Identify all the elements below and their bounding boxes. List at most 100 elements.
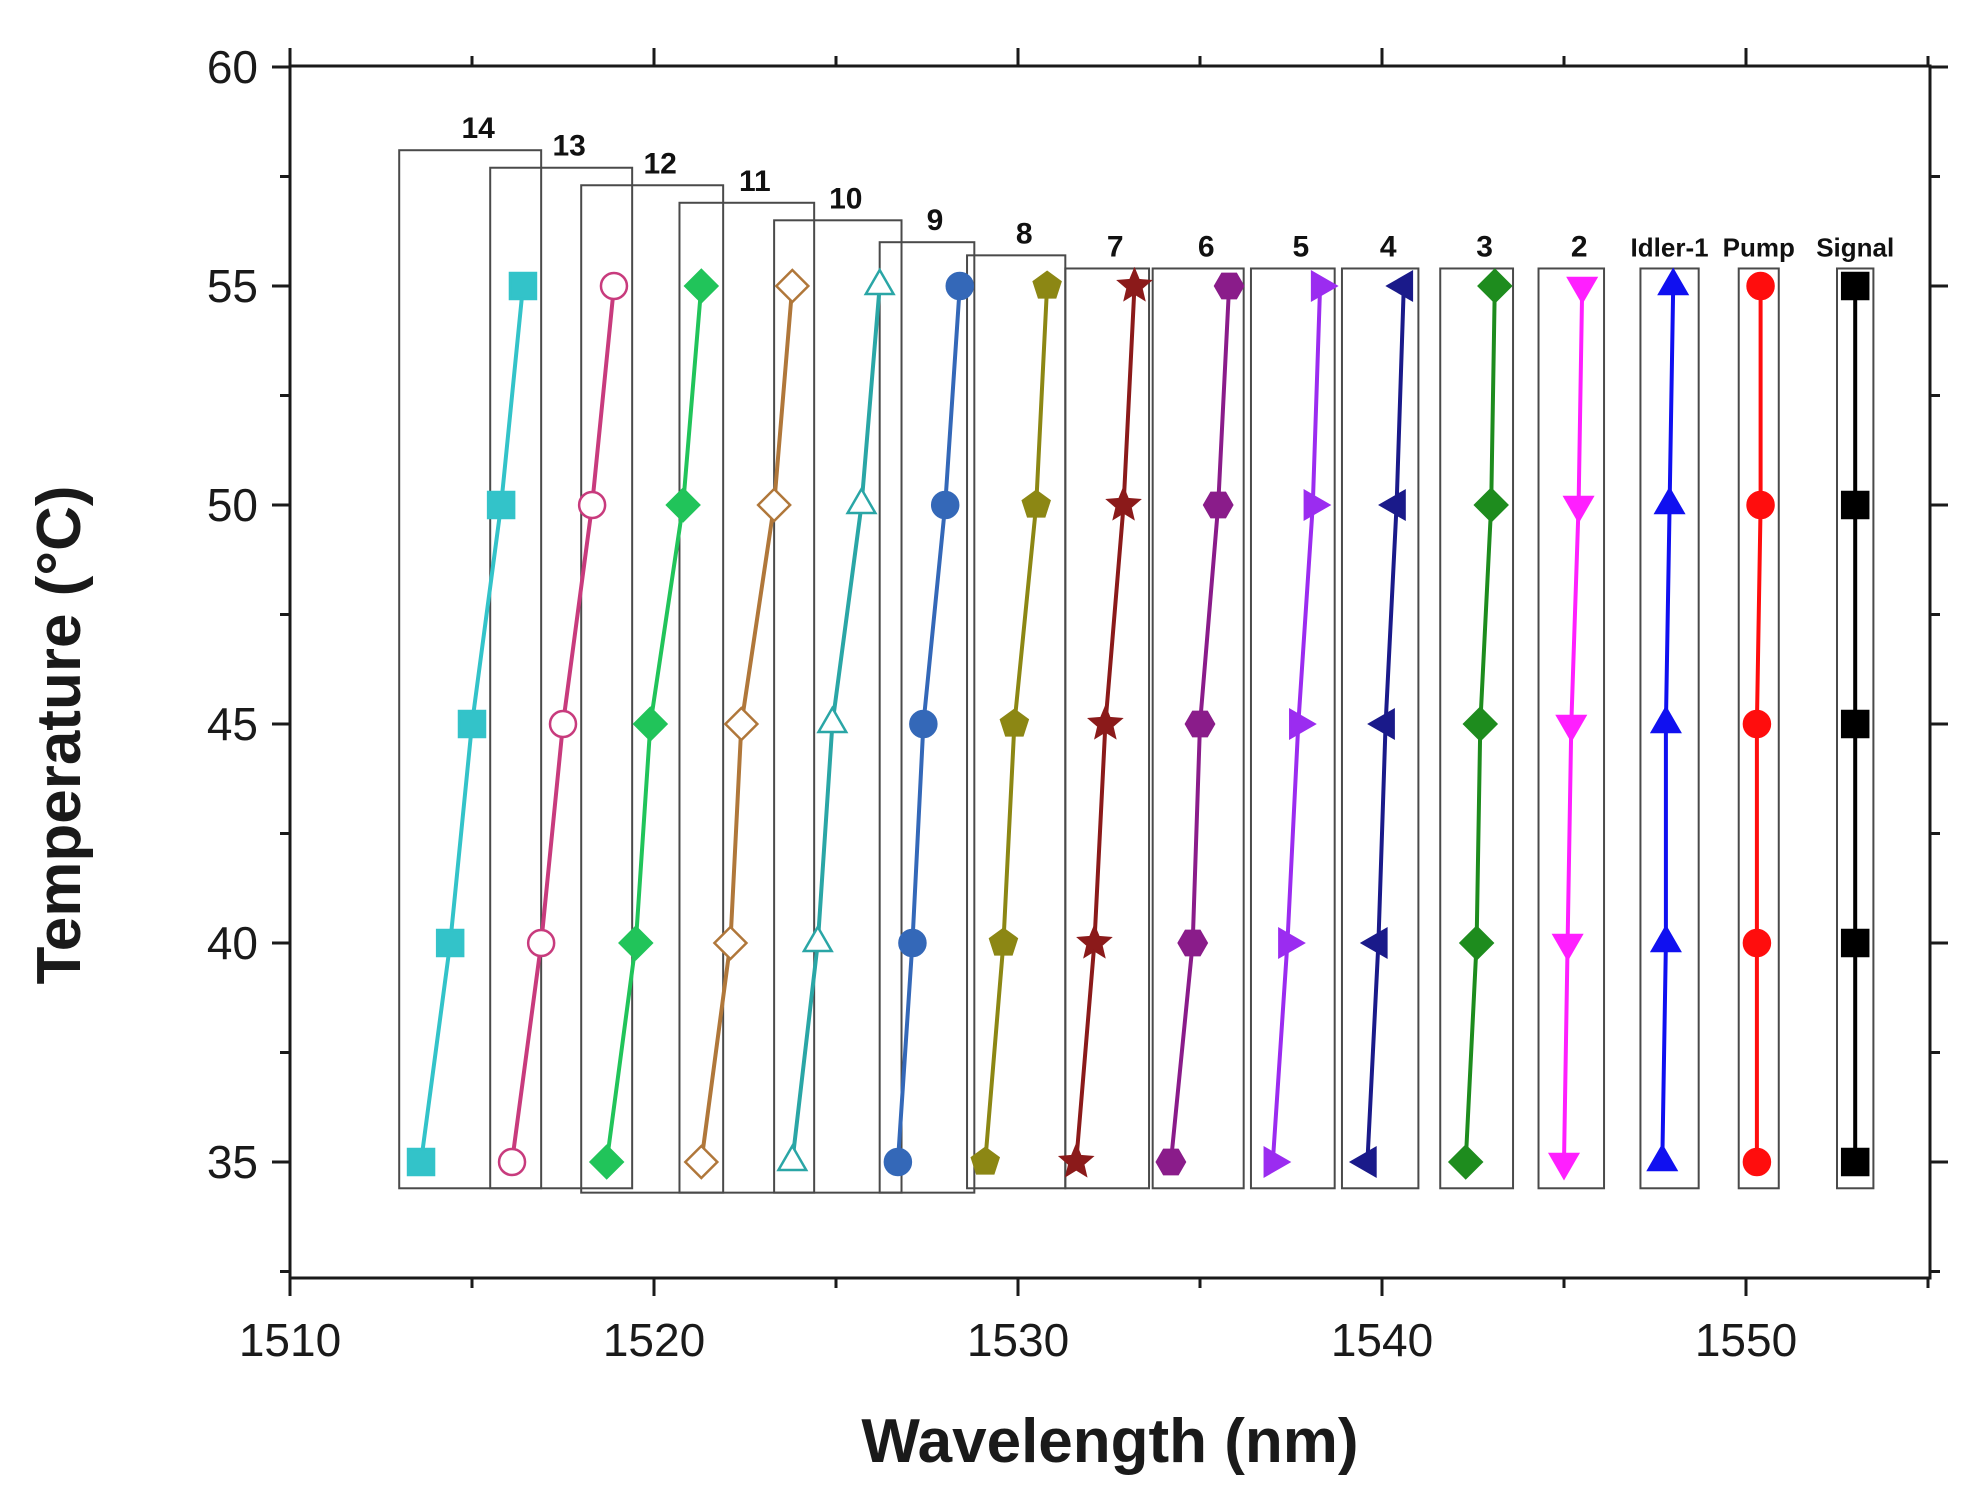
data-point	[776, 1143, 809, 1172]
data-point	[1303, 488, 1332, 522]
group-label: 12	[643, 147, 676, 180]
data-point	[1213, 272, 1245, 300]
marker-diamond	[618, 925, 654, 961]
data-point	[909, 709, 938, 739]
group-box	[1439, 267, 1515, 1190]
marker-diamond	[774, 268, 811, 304]
data-point	[1359, 926, 1388, 960]
data-point	[1840, 928, 1870, 958]
data-point	[435, 928, 465, 958]
group-label: 10	[829, 182, 862, 215]
data-point	[774, 268, 811, 304]
series-8	[970, 270, 1062, 1175]
marker-diamond	[712, 925, 749, 961]
data-point	[1746, 271, 1775, 301]
data-point	[1310, 269, 1339, 303]
marker-triangle-up	[1649, 924, 1682, 953]
group-box	[1537, 267, 1606, 1190]
group-box	[1340, 267, 1420, 1190]
group-label: 11	[739, 165, 771, 198]
marker-pentagon	[999, 708, 1030, 737]
data-point	[816, 705, 849, 734]
group-label: Signal	[1816, 232, 1894, 262]
data-point	[1840, 1147, 1870, 1177]
data-point	[1649, 705, 1682, 734]
marker-pentagon	[1021, 489, 1051, 518]
data-point	[665, 487, 701, 523]
marker-triangle-up	[1646, 1143, 1679, 1172]
data-point	[1155, 1148, 1187, 1176]
marker-circle	[526, 928, 556, 958]
marker-triangle-down	[1551, 933, 1584, 962]
data-point	[1087, 704, 1124, 740]
data-point	[1649, 924, 1682, 953]
series-12	[588, 268, 720, 1180]
marker-circle	[577, 490, 607, 520]
marker-circle	[883, 1147, 913, 1177]
group-box	[580, 184, 725, 1194]
x-tick-label: 1510	[239, 1314, 341, 1366]
group-label: 13	[552, 130, 585, 163]
data-point	[1348, 1145, 1377, 1179]
marker-square	[1840, 928, 1870, 958]
marker-triangle-down	[1547, 1152, 1581, 1181]
plot-frame	[288, 64, 1932, 1280]
data-point	[1278, 926, 1306, 960]
data-point	[577, 490, 607, 520]
marker-hexagon	[1184, 710, 1216, 738]
data-point	[497, 1147, 527, 1177]
data-point	[526, 928, 556, 958]
series-5	[1263, 269, 1339, 1179]
marker-circle	[945, 271, 975, 301]
data-point	[1746, 490, 1775, 520]
data-point	[1263, 1145, 1292, 1179]
data-point	[1462, 706, 1499, 742]
group-label: Pump	[1723, 232, 1795, 262]
marker-hexagon	[1213, 272, 1245, 300]
marker-circle	[909, 709, 938, 739]
y-tick-label: 60	[207, 41, 258, 93]
group-label: 5	[1292, 230, 1309, 263]
y-tick-label: 45	[207, 698, 258, 750]
data-point	[1385, 269, 1414, 303]
marker-square	[1840, 1147, 1870, 1177]
data-point	[1105, 485, 1142, 521]
group-labels: 14 13 12 11 10 9 8 7 6 5 4 3 2 Idler-1 Pump Signal	[461, 112, 1894, 263]
marker-triangle-right	[1289, 707, 1317, 741]
x-tick-label: 1540	[1331, 1314, 1433, 1366]
marker-triangle-right	[1278, 926, 1306, 960]
marker-square	[1840, 271, 1870, 301]
data-point	[1116, 266, 1153, 302]
data-point	[1566, 276, 1599, 305]
y-tick-label: 35	[207, 1136, 258, 1188]
data-point	[1477, 268, 1513, 304]
data-point	[548, 709, 578, 739]
group-boxes	[398, 149, 1875, 1194]
group-box	[1249, 267, 1336, 1190]
x-tick-label: 1530	[967, 1314, 1069, 1366]
series-10	[776, 267, 896, 1172]
data-point	[1057, 1142, 1095, 1178]
marker-square	[435, 928, 465, 958]
marker-triangle-down	[1555, 714, 1588, 743]
marker-star	[1076, 923, 1113, 959]
marker-square	[486, 490, 516, 520]
marker-triangle-up	[801, 924, 834, 953]
data-point	[508, 271, 538, 301]
marker-circle	[599, 271, 629, 301]
data-point	[1547, 1152, 1581, 1181]
data-point	[1177, 929, 1209, 957]
data-point	[999, 708, 1030, 737]
data-point	[970, 1146, 1001, 1175]
x-axis-title: Wavelength (nm)	[861, 1407, 1358, 1476]
marker-triangle-up	[845, 486, 878, 515]
y-axis-title: Temperature (°C)	[25, 485, 94, 984]
data-point	[457, 709, 487, 739]
data-point	[988, 927, 1019, 956]
marker-pentagon	[1032, 270, 1062, 299]
marker-square	[457, 709, 487, 739]
data-point	[930, 490, 960, 520]
group-box	[1151, 267, 1245, 1190]
marker-pentagon	[988, 927, 1019, 956]
